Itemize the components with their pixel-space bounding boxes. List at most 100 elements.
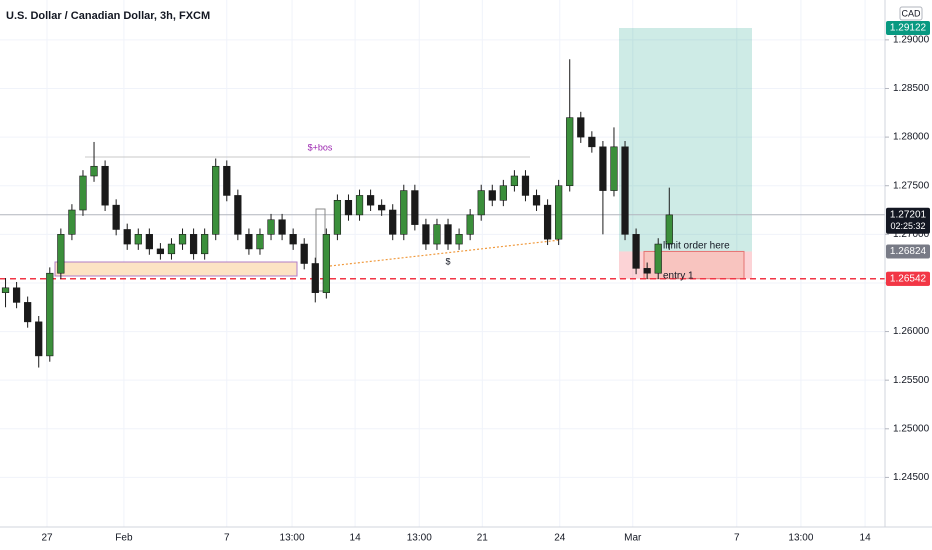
candle-body: [68, 209, 76, 235]
x-tick-label: 13:00: [407, 533, 432, 544]
candle-body: [167, 243, 176, 255]
candle-body: [189, 234, 198, 255]
candle-body: [433, 224, 441, 245]
candle-body: [643, 268, 651, 274]
y-tick-label: 1.25500: [893, 375, 930, 386]
candle-body: [12, 287, 21, 303]
candle-body: [223, 165, 231, 196]
candle-body: [112, 204, 120, 230]
candle-body: [267, 219, 275, 235]
candle-body: [466, 214, 474, 235]
candle-body: [24, 302, 32, 323]
price-label-box: [886, 21, 930, 36]
candle-body: [532, 195, 541, 206]
candle-body: [543, 204, 552, 240]
candle-body: [156, 248, 165, 255]
candle-body: [654, 243, 662, 274]
x-tick-label: 24: [554, 533, 566, 544]
price-label: 1.26824: [890, 246, 927, 257]
candle-body: [344, 199, 353, 216]
candle-body: [389, 209, 397, 235]
candle-body: [245, 234, 253, 250]
trend-line: [329, 239, 561, 267]
candle-body: [178, 234, 187, 245]
y-tick-label: 1.28500: [893, 83, 930, 94]
candle-body: [422, 224, 430, 245]
candle-body: [566, 117, 574, 187]
x-tick-label: 7: [224, 533, 230, 544]
annotation: $: [445, 256, 450, 266]
currency: CAD: [901, 8, 921, 18]
candle-body: [46, 272, 54, 357]
candle-body: [145, 234, 153, 250]
candle-body: [488, 190, 496, 201]
candle-body: [577, 117, 585, 138]
candle-body: [35, 321, 43, 357]
y-tick-label: 1.27500: [893, 180, 930, 191]
last-price-label: 1.27201: [890, 209, 927, 220]
x-tick-label: 13:00: [788, 533, 813, 544]
price-label-box: [886, 244, 930, 259]
candle-body: [366, 195, 375, 206]
countdown: 02:25:32: [890, 221, 925, 231]
candle-body: [400, 190, 408, 235]
annotation: entry 1: [663, 271, 694, 282]
candle-body: [621, 146, 629, 235]
annotation: limit order here: [663, 241, 730, 252]
x-tick-label: Mar: [624, 533, 642, 544]
candle-body: [521, 175, 530, 196]
y-tick-label: 1.29000: [893, 35, 930, 46]
candle-body: [555, 185, 563, 240]
y-tick-label: 1.24500: [893, 472, 930, 483]
candle-body: [311, 263, 319, 293]
candle-body: [256, 234, 264, 250]
price-label: 1.26542: [890, 274, 927, 285]
candle-body: [610, 146, 618, 191]
candle-body: [57, 234, 65, 274]
annotation: $+bos: [308, 142, 333, 152]
candle-body: [665, 214, 673, 245]
candle-body: [455, 234, 463, 245]
candle-body: [134, 234, 142, 245]
candle-body: [123, 229, 131, 245]
x-tick-label: Feb: [115, 533, 133, 544]
x-tick-label: 21: [477, 533, 489, 544]
candle-body: [289, 234, 297, 245]
profit-zone: [619, 28, 752, 252]
candle-body: [101, 165, 109, 206]
y-tick-label: 1.25000: [893, 423, 930, 434]
candle-body: [333, 199, 342, 235]
candle-body: [322, 234, 330, 293]
candle-body: [411, 190, 419, 225]
candle-body: [79, 175, 87, 211]
candle-body: [300, 243, 308, 264]
candle-body: [444, 224, 452, 245]
chart-title: U.S. Dollar / Canadian Dollar, 3h, FXCM: [6, 10, 210, 22]
candle-body: [588, 136, 596, 148]
price-label: 1.29122: [890, 23, 927, 34]
candle-body: [212, 165, 220, 235]
y-tick-label: 1.27000: [893, 229, 930, 240]
x-tick-label: 14: [350, 533, 362, 544]
x-tick-label: 14: [860, 533, 872, 544]
candle-body: [278, 219, 286, 235]
candle-body: [1, 287, 10, 293]
candle-body: [632, 234, 640, 269]
candle-body: [510, 175, 519, 187]
candle-body: [599, 146, 607, 191]
currency-box: [899, 6, 923, 21]
candle-body: [234, 195, 242, 235]
y-tick-label: 1.28000: [893, 132, 930, 143]
x-tick-label: 7: [734, 533, 740, 544]
candle-body: [355, 195, 364, 216]
candle-body: [499, 185, 507, 201]
candle-body: [201, 234, 209, 255]
price-label-box: [886, 271, 930, 286]
last-price-box: [886, 207, 930, 234]
demand-zone: [54, 261, 298, 277]
candle-body: [477, 190, 485, 216]
y-tick-label: 1.26000: [893, 326, 930, 337]
x-tick-label: 13:00: [280, 533, 305, 544]
x-tick-label: 27: [41, 533, 53, 544]
